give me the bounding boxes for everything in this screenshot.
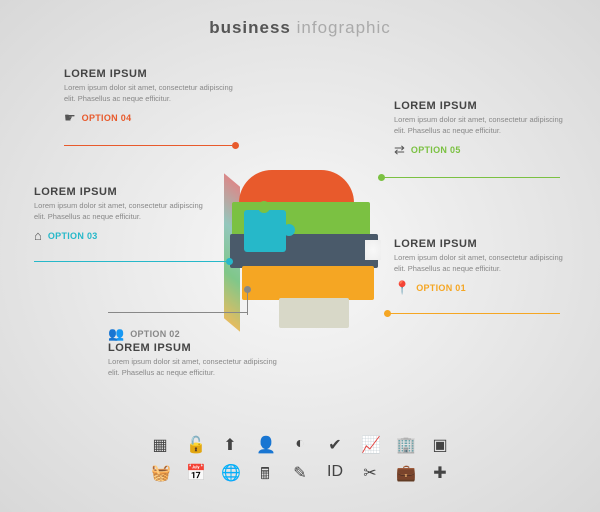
callout-text: Lorem ipsum dolor sit amet, consectetur … <box>394 115 564 136</box>
grid-icon: 👤 <box>256 435 274 455</box>
grid-icon: 📈 <box>361 435 379 455</box>
stripe-neck <box>279 298 349 328</box>
option-icon: ⇄ <box>394 142 405 158</box>
option-icon: ☛ <box>64 110 76 126</box>
grid-icon: 🧺 <box>151 463 169 490</box>
grid-icon: ◐ <box>291 435 309 455</box>
grid-icon: 💼 <box>396 463 414 490</box>
connector-line <box>34 261 226 262</box>
option-row: 📍 OPTION 01 <box>394 280 564 296</box>
callout-text: Lorem ipsum dolor sit amet, consectetur … <box>64 83 234 104</box>
grid-icon: 🌐 <box>221 463 239 490</box>
connector-line <box>64 145 232 146</box>
callout-text: Lorem ipsum dolor sit amet, consectetur … <box>34 201 204 222</box>
grid-icon: 🔓 <box>186 435 204 455</box>
option-row: ☛ OPTION 04 <box>64 110 234 126</box>
head-graphic <box>234 170 379 335</box>
option-row: 👥 OPTION 02 <box>108 326 278 342</box>
grid-icon: ID <box>326 463 344 490</box>
option-label: OPTION 01 <box>416 283 466 293</box>
callout-03: LOREM IPSUM Lorem ipsum dolor sit amet, c… <box>34 186 204 243</box>
grid-icon: ✚ <box>431 463 449 490</box>
icon-grid: ▦ 🔓 ⬆ 👤 ◐ ✔ 📈 🏢 ▣ 🧺 📅 🌐 🖩 ✎ ID ✂ 💼 ✚ <box>0 435 600 498</box>
option-label: OPTION 05 <box>411 145 461 155</box>
option-icon: 👥 <box>108 326 124 342</box>
puzzle-piece <box>244 210 286 252</box>
callout-04: LOREM IPSUM Lorem ipsum dolor sit amet, c… <box>64 68 234 126</box>
grid-icon: ▣ <box>431 435 449 455</box>
stripe-4 <box>242 266 374 300</box>
title-bold: business <box>209 18 291 37</box>
callout-01: LOREM IPSUM Lorem ipsum dolor sit amet, c… <box>394 238 564 296</box>
grid-icon: 🏢 <box>396 435 414 455</box>
stripe-1 <box>239 170 354 204</box>
option-icon: ⌂ <box>34 228 42 243</box>
grid-icon: ▦ <box>151 435 169 455</box>
option-label: OPTION 02 <box>130 329 180 339</box>
option-row: ⌂ OPTION 03 <box>34 228 204 243</box>
callout-text: Lorem ipsum dolor sit amet, consectetur … <box>394 253 564 274</box>
connector-dot <box>232 142 239 149</box>
option-label: OPTION 03 <box>48 231 98 241</box>
callout-heading: LOREM IPSUM <box>64 68 234 80</box>
grid-icon: 🖩 <box>256 463 274 490</box>
page-title: business infographic <box>0 0 600 38</box>
grid-icon: ✔ <box>326 435 344 455</box>
grid-icon: ✎ <box>291 463 309 490</box>
title-light: infographic <box>297 18 391 37</box>
option-icon: 📍 <box>394 280 410 296</box>
grid-icon: 📅 <box>186 463 204 490</box>
callout-heading: LOREM IPSUM <box>394 100 564 112</box>
callout-heading: LOREM IPSUM <box>108 342 278 354</box>
grid-icon: ⬆ <box>221 435 239 455</box>
callout-02: 👥 OPTION 02 LOREM IPSUM Lorem ipsum dolor s… <box>108 320 278 378</box>
connector-line <box>384 313 560 314</box>
option-row: ⇄ OPTION 05 <box>394 142 564 158</box>
option-label: OPTION 04 <box>82 113 132 123</box>
callout-05: LOREM IPSUM Lorem ipsum dolor sit amet, c… <box>394 100 564 158</box>
callout-heading: LOREM IPSUM <box>394 238 564 250</box>
grid-icon: ✂ <box>361 463 379 490</box>
callout-heading: LOREM IPSUM <box>34 186 204 198</box>
connector-line <box>378 177 560 178</box>
connector-dot <box>226 258 233 265</box>
callout-text: Lorem ipsum dolor sit amet, consectetur … <box>108 357 278 378</box>
